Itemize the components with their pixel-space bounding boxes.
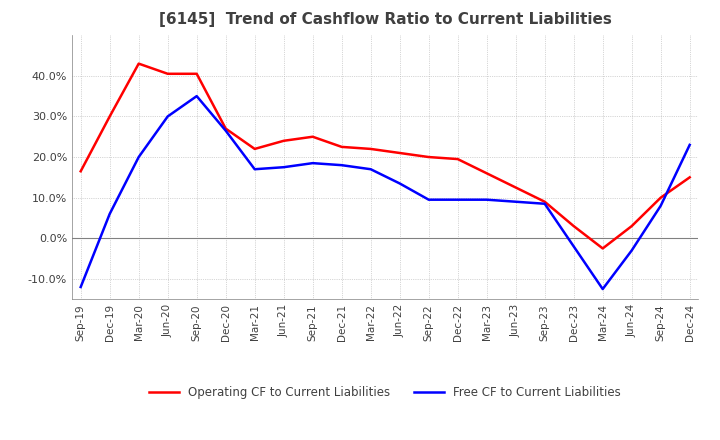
Free CF to Current Liabilities bbox=[395, 181, 404, 186]
Operating CF to Current Liabilities bbox=[221, 126, 230, 131]
Operating CF to Current Liabilities bbox=[454, 157, 462, 162]
Free CF to Current Liabilities bbox=[76, 284, 85, 290]
Operating CF to Current Liabilities bbox=[424, 154, 433, 160]
Operating CF to Current Liabilities bbox=[338, 144, 346, 150]
Line: Free CF to Current Liabilities: Free CF to Current Liabilities bbox=[81, 96, 690, 289]
Operating CF to Current Liabilities bbox=[598, 246, 607, 251]
Operating CF to Current Liabilities bbox=[308, 134, 317, 139]
Operating CF to Current Liabilities bbox=[105, 114, 114, 119]
Operating CF to Current Liabilities bbox=[685, 175, 694, 180]
Free CF to Current Liabilities bbox=[482, 197, 491, 202]
Free CF to Current Liabilities bbox=[366, 167, 375, 172]
Operating CF to Current Liabilities bbox=[366, 146, 375, 151]
Operating CF to Current Liabilities bbox=[627, 224, 636, 229]
Free CF to Current Liabilities bbox=[570, 244, 578, 249]
Operating CF to Current Liabilities bbox=[570, 224, 578, 229]
Free CF to Current Liabilities bbox=[279, 165, 288, 170]
Free CF to Current Liabilities bbox=[685, 142, 694, 147]
Free CF to Current Liabilities bbox=[454, 197, 462, 202]
Free CF to Current Liabilities bbox=[308, 161, 317, 166]
Operating CF to Current Liabilities bbox=[251, 146, 259, 151]
Operating CF to Current Liabilities bbox=[657, 195, 665, 200]
Free CF to Current Liabilities bbox=[598, 286, 607, 292]
Free CF to Current Liabilities bbox=[424, 197, 433, 202]
Free CF to Current Liabilities bbox=[192, 93, 201, 99]
Free CF to Current Liabilities bbox=[338, 162, 346, 168]
Legend: Operating CF to Current Liabilities, Free CF to Current Liabilities: Operating CF to Current Liabilities, Fre… bbox=[145, 382, 626, 404]
Operating CF to Current Liabilities bbox=[279, 138, 288, 143]
Free CF to Current Liabilities bbox=[221, 128, 230, 133]
Operating CF to Current Liabilities bbox=[511, 185, 520, 190]
Free CF to Current Liabilities bbox=[627, 248, 636, 253]
Operating CF to Current Liabilities bbox=[192, 71, 201, 77]
Free CF to Current Liabilities bbox=[105, 211, 114, 216]
Title: [6145]  Trend of Cashflow Ratio to Current Liabilities: [6145] Trend of Cashflow Ratio to Curren… bbox=[159, 12, 611, 27]
Free CF to Current Liabilities bbox=[511, 199, 520, 204]
Line: Operating CF to Current Liabilities: Operating CF to Current Liabilities bbox=[81, 64, 690, 249]
Free CF to Current Liabilities bbox=[657, 203, 665, 209]
Operating CF to Current Liabilities bbox=[541, 199, 549, 204]
Operating CF to Current Liabilities bbox=[395, 150, 404, 156]
Free CF to Current Liabilities bbox=[541, 201, 549, 206]
Free CF to Current Liabilities bbox=[135, 154, 143, 160]
Free CF to Current Liabilities bbox=[251, 167, 259, 172]
Free CF to Current Liabilities bbox=[163, 114, 172, 119]
Operating CF to Current Liabilities bbox=[135, 61, 143, 66]
Operating CF to Current Liabilities bbox=[76, 169, 85, 174]
Operating CF to Current Liabilities bbox=[163, 71, 172, 77]
Operating CF to Current Liabilities bbox=[482, 171, 491, 176]
